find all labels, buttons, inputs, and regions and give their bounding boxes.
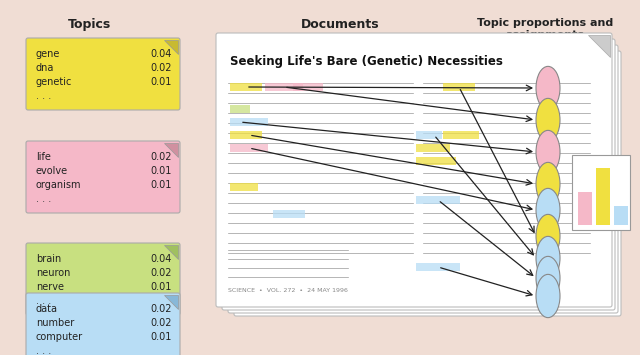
FancyBboxPatch shape: [572, 155, 630, 230]
FancyBboxPatch shape: [26, 141, 180, 213]
Ellipse shape: [536, 98, 560, 142]
Text: 0.02: 0.02: [150, 304, 172, 314]
Text: 0.01: 0.01: [150, 77, 172, 87]
Polygon shape: [164, 40, 178, 54]
Ellipse shape: [536, 256, 560, 300]
Text: brain: brain: [36, 254, 61, 264]
Text: life: life: [36, 152, 51, 162]
FancyBboxPatch shape: [222, 39, 615, 310]
Text: genetic: genetic: [36, 77, 72, 87]
FancyBboxPatch shape: [596, 168, 610, 225]
Text: SCIENCE  •  VOL. 272  •  24 MAY 1996: SCIENCE • VOL. 272 • 24 MAY 1996: [228, 288, 348, 293]
Ellipse shape: [536, 66, 560, 110]
FancyBboxPatch shape: [230, 105, 250, 113]
Text: Topics: Topics: [68, 18, 111, 31]
Text: nerve: nerve: [36, 282, 64, 292]
FancyBboxPatch shape: [216, 33, 612, 307]
FancyBboxPatch shape: [614, 206, 628, 225]
Text: 0.02: 0.02: [150, 318, 172, 328]
Ellipse shape: [536, 162, 560, 206]
Text: evolve: evolve: [36, 166, 68, 176]
FancyBboxPatch shape: [416, 131, 442, 139]
FancyBboxPatch shape: [26, 38, 180, 110]
Ellipse shape: [536, 236, 560, 280]
Text: 0.02: 0.02: [150, 268, 172, 278]
Text: . . .: . . .: [36, 346, 51, 355]
FancyBboxPatch shape: [230, 131, 262, 139]
FancyBboxPatch shape: [416, 144, 450, 152]
Polygon shape: [588, 35, 610, 57]
Text: 0.01: 0.01: [150, 282, 172, 292]
Polygon shape: [164, 143, 178, 157]
Polygon shape: [164, 295, 178, 309]
Text: Seeking Life's Bare (Genetic) Necessities: Seeking Life's Bare (Genetic) Necessitie…: [230, 55, 503, 68]
FancyBboxPatch shape: [230, 118, 268, 126]
Ellipse shape: [536, 274, 560, 318]
Ellipse shape: [536, 130, 560, 174]
Text: computer: computer: [36, 332, 83, 342]
Text: Documents: Documents: [301, 18, 380, 31]
Text: gene: gene: [36, 49, 60, 59]
Text: number: number: [36, 318, 74, 328]
Text: 0.01: 0.01: [150, 180, 172, 190]
Text: organism: organism: [36, 180, 81, 190]
Ellipse shape: [536, 214, 560, 258]
Text: 0.02: 0.02: [150, 63, 172, 73]
Text: Topic proportions and
assignments: Topic proportions and assignments: [477, 18, 613, 40]
Text: 0.04: 0.04: [150, 254, 172, 264]
FancyBboxPatch shape: [443, 131, 479, 139]
Polygon shape: [164, 245, 178, 259]
FancyBboxPatch shape: [265, 83, 303, 91]
Text: 0.01: 0.01: [150, 166, 172, 176]
FancyBboxPatch shape: [234, 51, 621, 316]
Text: 0.02: 0.02: [150, 152, 172, 162]
FancyBboxPatch shape: [416, 157, 456, 165]
FancyBboxPatch shape: [416, 196, 460, 204]
Text: . . .: . . .: [36, 91, 51, 101]
Text: . . .: . . .: [36, 296, 51, 306]
FancyBboxPatch shape: [416, 263, 460, 271]
Text: data: data: [36, 304, 58, 314]
FancyBboxPatch shape: [26, 243, 180, 315]
Text: . . .: . . .: [36, 194, 51, 204]
FancyBboxPatch shape: [228, 45, 618, 313]
FancyBboxPatch shape: [443, 83, 475, 91]
FancyBboxPatch shape: [230, 83, 262, 91]
Text: neuron: neuron: [36, 268, 70, 278]
FancyBboxPatch shape: [273, 210, 305, 218]
Text: dna: dna: [36, 63, 54, 73]
FancyBboxPatch shape: [230, 144, 268, 152]
FancyBboxPatch shape: [578, 192, 592, 225]
FancyBboxPatch shape: [293, 83, 323, 91]
Text: 0.01: 0.01: [150, 332, 172, 342]
FancyBboxPatch shape: [230, 183, 258, 191]
Ellipse shape: [536, 189, 560, 231]
FancyBboxPatch shape: [26, 293, 180, 355]
Text: 0.04: 0.04: [150, 49, 172, 59]
